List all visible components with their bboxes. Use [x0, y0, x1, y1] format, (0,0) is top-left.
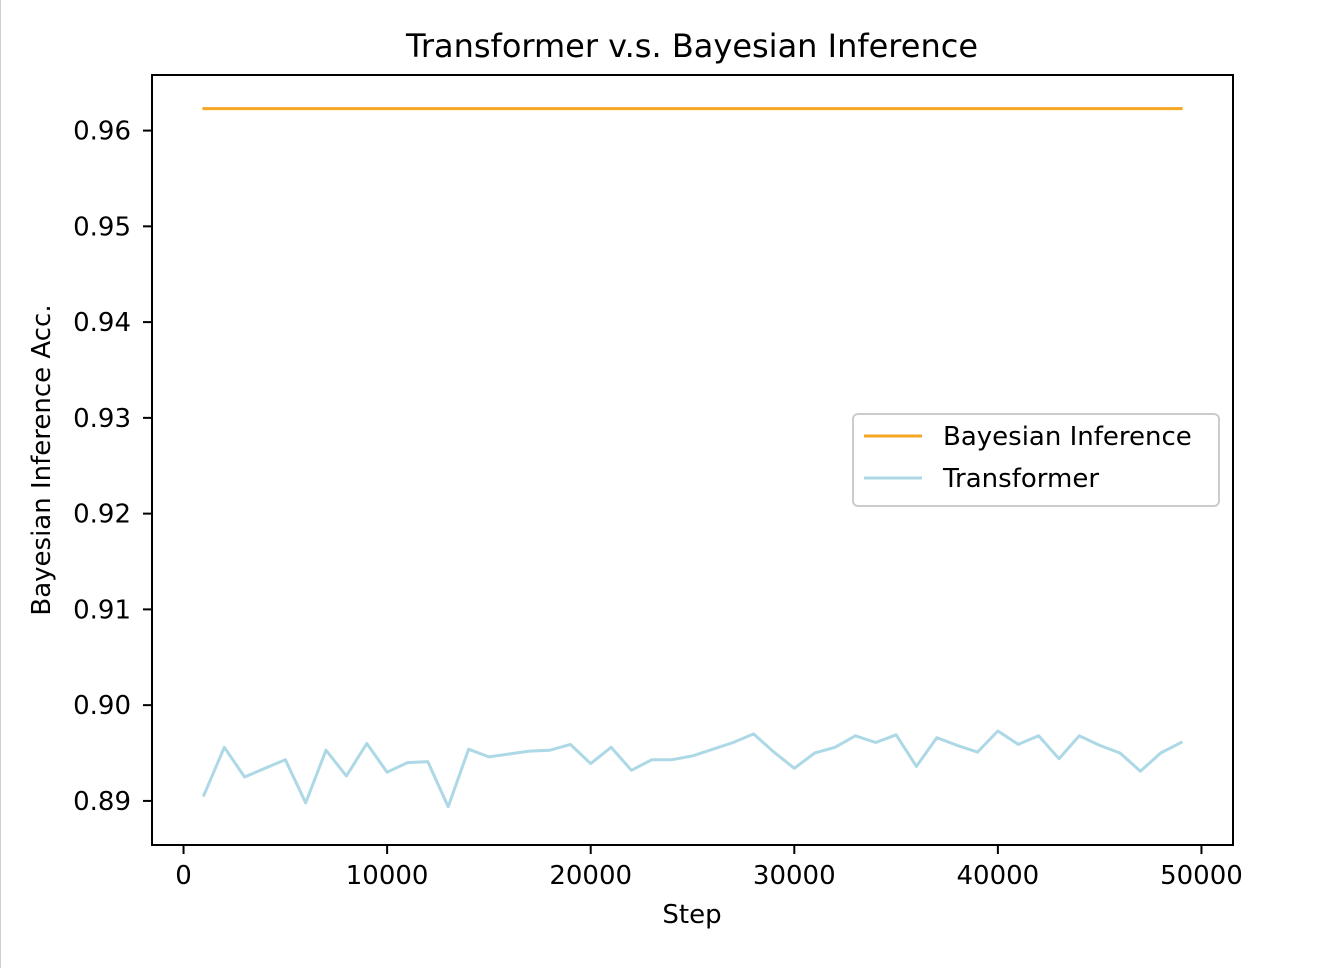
x-tick-label: 50000: [1160, 861, 1243, 891]
legend-label-transformer: Transformer: [942, 464, 1099, 494]
legend-box: [852, 413, 1220, 507]
x-tick-label: 20000: [549, 861, 632, 891]
x-axis: 0 10000 20000 30000 40000 50000: [175, 845, 1243, 891]
x-tick-label: 10000: [346, 861, 429, 891]
y-axis-label: Bayesian Inference Acc.: [27, 304, 57, 615]
x-axis-label: Step: [662, 900, 721, 930]
x-tick-label: 0: [175, 861, 192, 891]
legend: Bayesian Inference Transformer: [852, 413, 1220, 507]
y-tick-label: 0.91: [73, 595, 131, 625]
legend-label-bayesian-inference: Bayesian Inference: [943, 422, 1192, 452]
series-layer: [201, 107, 1184, 809]
y-tick-label: 0.94: [73, 308, 131, 338]
y-tick-label: 0.92: [73, 500, 131, 530]
chart-title: Transformer v.s. Bayesian Inference: [405, 27, 978, 65]
y-axis: 0.89 0.90 0.91 0.92 0.93 0.94 0.95 0.96: [73, 117, 152, 817]
x-tick-label: 40000: [957, 861, 1040, 891]
x-tick-label: 30000: [753, 861, 836, 891]
y-tick-label: 0.95: [73, 212, 131, 242]
y-tick-label: 0.90: [73, 691, 131, 721]
y-tick-label: 0.93: [73, 404, 131, 434]
series-line-transformer: [201, 729, 1184, 809]
plot-frame: [151, 74, 1234, 846]
y-tick-label: 0.89: [73, 787, 131, 817]
window-edge: [0, 0, 1, 968]
y-tick-label: 0.96: [73, 117, 131, 147]
